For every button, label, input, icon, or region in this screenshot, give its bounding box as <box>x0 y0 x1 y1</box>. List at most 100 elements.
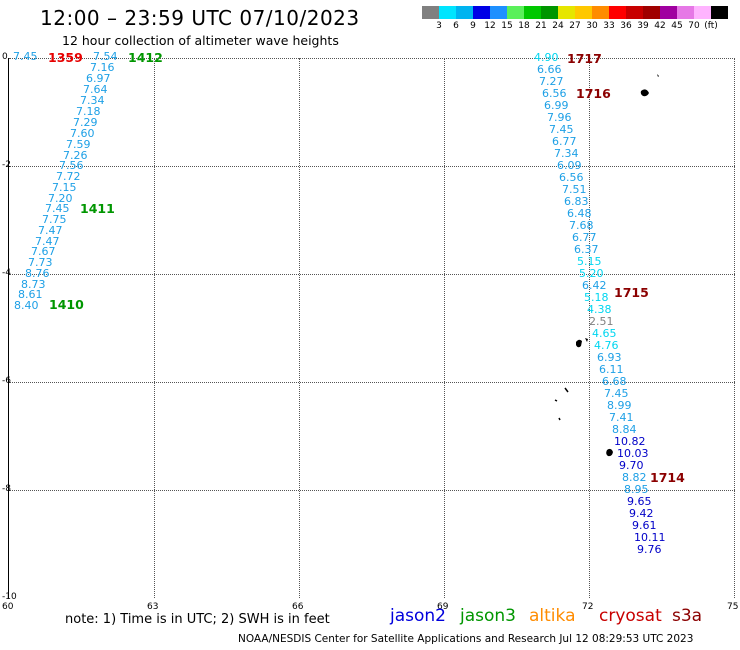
map-title: 12:00 – 23:59 UTC 07/10/2023 <box>40 6 360 30</box>
colorbar-swatch <box>507 6 524 19</box>
wave-height-value: 5.18 <box>584 291 609 304</box>
wave-height-value: 6.83 <box>564 195 589 208</box>
wave-height-value: 9.70 <box>619 459 644 472</box>
wave-height-value: 7.59 <box>66 138 91 151</box>
wave-height-value: 7.54 <box>93 50 118 63</box>
wave-height-value: 6.66 <box>537 63 562 76</box>
map-plot-area <box>8 58 735 598</box>
grid-line-m2 <box>9 166 735 167</box>
colorbar-swatch <box>456 6 473 19</box>
colorbar-label: 3 <box>436 21 442 31</box>
colorbar-label: 6 <box>453 21 459 31</box>
pass-time-label: 1359 <box>48 50 83 65</box>
colorbar-swatch <box>711 6 728 19</box>
wave-height-value: 9.65 <box>627 495 652 508</box>
pass-time-label: 1717 <box>567 51 602 66</box>
y-tick-label: -4 <box>2 268 11 278</box>
wave-height-value: 10.03 <box>617 447 649 460</box>
wave-height-value: 8.95 <box>624 483 649 496</box>
island-shape <box>576 338 588 348</box>
wave-height-value: 7.26 <box>63 149 88 162</box>
grid-line-0 <box>9 58 735 59</box>
x-tick-label: 66 <box>292 602 304 612</box>
grid-line-69 <box>444 58 445 598</box>
wave-height-value: 6.68 <box>602 375 627 388</box>
wave-height-value: 8.84 <box>612 423 637 436</box>
map-subtitle: 12 hour collection of altimeter wave hei… <box>62 33 339 48</box>
wave-height-value: 6.09 <box>557 159 582 172</box>
wave-height-value: 7.47 <box>35 235 60 248</box>
wave-height-value: 5.15 <box>577 255 602 268</box>
colorbar-label: 15 <box>501 21 513 31</box>
wave-height-value: 6.42 <box>582 279 607 292</box>
colorbar-label: 24 <box>552 21 564 31</box>
wave-height-value: 6.99 <box>544 99 569 112</box>
wave-height-value: 7.51 <box>562 183 587 196</box>
colorbar-swatch <box>609 6 626 19</box>
colorbar-label: 70 <box>688 21 700 31</box>
y-tick-label: 0 <box>2 52 8 62</box>
wave-height-value: 4.38 <box>587 303 612 316</box>
grid-line-63 <box>154 58 155 598</box>
colorbar-swatch <box>626 6 643 19</box>
colorbar-label: 18 <box>518 21 530 31</box>
colorbar-label: 27 <box>569 21 581 31</box>
x-tick-label: 75 <box>727 602 739 612</box>
units-note: note: 1) Time is in UTC; 2) SWH is in fe… <box>65 612 330 627</box>
x-tick-label: 63 <box>147 602 159 612</box>
wave-height-value: 4.65 <box>592 327 617 340</box>
grid-line-66 <box>299 58 300 598</box>
wave-height-value: 2.51 <box>589 315 614 328</box>
colorbar-label: 39 <box>637 21 649 31</box>
satellite-legend-jason3: jason3 <box>460 606 516 626</box>
satellite-legend-altika: altika <box>529 606 576 626</box>
island-shape <box>606 448 613 457</box>
wave-height-value: 4.90 <box>534 51 559 64</box>
wave-height-value: 6.77 <box>572 231 597 244</box>
wave-height-value: 8.61 <box>18 288 43 301</box>
wave-height-value: 7.34 <box>554 147 579 160</box>
y-tick-label: -8 <box>2 484 11 494</box>
wave-height-value: 6.11 <box>599 363 624 376</box>
pass-time-label: 1715 <box>614 285 649 300</box>
wave-height-value: 7.15 <box>52 181 77 194</box>
wave-height-value: 6.93 <box>597 351 622 364</box>
wave-height-value: 4.76 <box>594 339 619 352</box>
wave-height-value: 7.75 <box>42 213 67 226</box>
wave-height-value: 6.97 <box>86 72 111 85</box>
x-tick-label: 69 <box>437 602 449 612</box>
satellite-legend-jason2: jason2 <box>390 606 446 626</box>
wave-height-value: 8.73 <box>21 278 46 291</box>
wave-height-value: 7.45 <box>604 387 629 400</box>
wave-height-value: 7.27 <box>539 75 564 88</box>
pass-time-label: 1410 <box>49 297 84 312</box>
x-tick-label: 60 <box>2 602 14 612</box>
colorbar-label: 36 <box>620 21 632 31</box>
island-shape <box>554 387 569 421</box>
wave-height-value: 9.61 <box>632 519 657 532</box>
colorbar-swatch <box>558 6 575 19</box>
wave-height-value: 6.56 <box>542 87 567 100</box>
wave-height-value: 7.45 <box>13 50 38 63</box>
wave-height-value: 7.72 <box>56 170 81 183</box>
grid-line-75 <box>734 58 735 598</box>
wave-height-value: 8.40 <box>14 299 39 312</box>
wave-height-value: 7.67 <box>31 245 56 258</box>
pass-time-label: 1714 <box>650 470 685 485</box>
colorbar-swatch <box>592 6 609 19</box>
colorbar-swatch <box>439 6 456 19</box>
colorbar-label: 42 <box>654 21 666 31</box>
colorbar-label: 30 <box>586 21 598 31</box>
wave-height-value: 7.45 <box>45 202 70 215</box>
wave-height-value: 7.45 <box>549 123 574 136</box>
wave-height-value: 9.76 <box>637 543 662 556</box>
colorbar-swatch <box>643 6 660 19</box>
wave-height-value: 7.34 <box>80 94 105 107</box>
colorbar-label: 33 <box>603 21 615 31</box>
colorbar-swatch <box>694 6 711 19</box>
wave-height-value: 8.76 <box>25 267 50 280</box>
wave-height-value: 9.42 <box>629 507 654 520</box>
satellite-legend-cryosat: cryosat <box>599 606 662 626</box>
credit-line: NOAA/NESDIS Center for Satellite Applica… <box>238 633 694 645</box>
colorbar-label: 12 <box>484 21 496 31</box>
